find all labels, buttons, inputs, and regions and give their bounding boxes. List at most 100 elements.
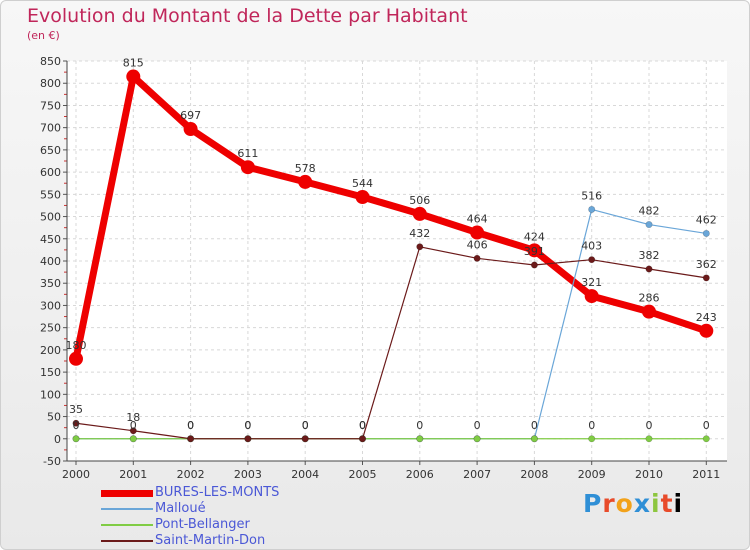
y-tick-label: 100	[40, 388, 61, 401]
y-tick-label: 400	[40, 255, 61, 268]
legend-swatch	[101, 508, 153, 510]
data-point	[129, 435, 137, 443]
data-label: 544	[352, 177, 373, 190]
chart-title: Evolution du Montant de la Dette par Hab…	[27, 5, 468, 27]
data-label: 0	[359, 419, 366, 432]
chart-unit: (en €)	[27, 29, 60, 42]
data-point	[645, 221, 653, 229]
data-label: 362	[696, 258, 717, 271]
logo-letter: t	[660, 489, 674, 518]
data-point	[412, 206, 427, 221]
logo-letter: i	[651, 489, 661, 518]
data-point	[645, 265, 653, 273]
data-label: 424	[524, 230, 545, 243]
data-label: 578	[295, 162, 316, 175]
data-label: 815	[123, 57, 144, 70]
data-label: 0	[302, 419, 309, 432]
y-tick-label: 50	[47, 411, 61, 424]
data-point	[702, 229, 710, 237]
data-label: 0	[531, 419, 538, 432]
x-tick-label: 2007	[463, 468, 491, 481]
data-point	[358, 435, 366, 443]
data-label: 391	[524, 245, 545, 258]
legend-item: Malloué	[101, 501, 279, 517]
data-label: 321	[581, 276, 602, 289]
x-tick-label: 2010	[635, 468, 663, 481]
data-point	[72, 419, 80, 427]
data-point	[527, 243, 542, 258]
legend-item: Pont-Bellanger	[101, 517, 279, 533]
data-label: 482	[639, 205, 660, 218]
data-point	[470, 225, 485, 240]
data-point	[187, 435, 195, 443]
series-line-0	[72, 73, 710, 363]
data-point	[702, 435, 710, 443]
x-tick-label: 2006	[406, 468, 434, 481]
logo-letter: x	[633, 489, 651, 518]
legend-label: Pont-Bellanger	[155, 517, 250, 532]
data-point	[588, 435, 596, 443]
data-point	[183, 122, 198, 136]
data-point	[702, 274, 710, 282]
data-label: 0	[302, 419, 309, 432]
y-tick-label: 700	[40, 122, 61, 135]
legend: BURES-LES-MONTS Malloué Pont-Bellanger Sain…	[101, 485, 279, 549]
data-label: 243	[696, 311, 717, 324]
y-tick-label: 500	[40, 211, 61, 224]
data-point	[298, 174, 313, 189]
data-point	[72, 435, 80, 443]
legend-label: Malloué	[155, 501, 206, 516]
x-tick-label: 2000	[62, 468, 90, 481]
data-label: 462	[696, 213, 717, 226]
x-tick-label: 2009	[578, 468, 606, 481]
data-label: 0	[187, 419, 194, 432]
y-tick-label: 300	[40, 299, 61, 312]
data-label: 0	[416, 419, 423, 432]
y-tick-label: 0	[54, 433, 61, 446]
x-tick-label: 2005	[349, 468, 377, 481]
y-tick-label: 450	[40, 233, 61, 246]
data-point	[699, 323, 714, 338]
data-label: 0	[474, 419, 481, 432]
data-label: 0	[703, 419, 710, 432]
data-label: 0	[646, 419, 653, 432]
x-tick-label: 2008	[520, 468, 548, 481]
data-label: 382	[639, 249, 660, 262]
data-point	[244, 435, 252, 443]
x-tick-label: 2004	[291, 468, 319, 481]
x-tick-label: 2002	[177, 468, 205, 481]
y-tick-label: 600	[40, 166, 61, 179]
data-label: 0	[130, 419, 137, 432]
data-point	[645, 435, 653, 443]
data-label: 0	[73, 419, 80, 432]
y-tick-label: 550	[40, 188, 61, 201]
data-point	[69, 351, 83, 366]
data-point	[301, 435, 309, 443]
legend-swatch	[101, 540, 153, 542]
y-tick-label: 200	[40, 344, 61, 357]
data-label: 18	[126, 411, 140, 424]
y-tick-label: -50	[43, 455, 61, 468]
legend-label: Saint-Martin-Don	[155, 533, 266, 548]
data-point	[588, 256, 596, 264]
data-point	[584, 289, 599, 304]
legend-swatch	[101, 524, 153, 526]
x-tick-label: 2003	[234, 468, 262, 481]
data-label: 0	[244, 419, 251, 432]
logo-letter: r	[602, 489, 616, 518]
data-label: 0	[187, 419, 194, 432]
data-point	[473, 254, 481, 262]
data-label: 35	[69, 403, 83, 416]
logo-letter: i	[673, 489, 684, 518]
data-label: 0	[359, 419, 366, 432]
data-point	[126, 69, 141, 84]
logo-letter: o	[615, 489, 634, 518]
data-point	[416, 243, 424, 251]
legend-label: BURES-LES-MONTS	[155, 485, 280, 500]
y-tick-label: 800	[40, 77, 61, 90]
data-point	[530, 261, 538, 269]
logo-letter: P	[583, 489, 603, 518]
data-point	[416, 435, 424, 443]
